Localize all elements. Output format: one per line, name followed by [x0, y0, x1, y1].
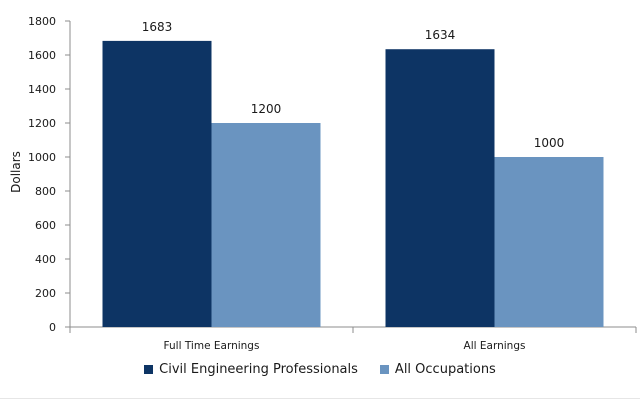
y-tick-label: 1400 — [28, 83, 56, 96]
y-tick-label: 600 — [35, 219, 56, 232]
legend-swatch-civil-engineering — [144, 365, 154, 374]
x-tick-label: All Earnings — [464, 340, 526, 352]
legend: Civil Engineering Professionals All Occu… — [0, 362, 640, 377]
y-tick-label: 0 — [49, 321, 56, 334]
legend-swatch-all-occupations — [379, 365, 389, 374]
bar — [385, 49, 495, 327]
legend-item-civil-engineering: Civil Engineering Professionals — [144, 362, 358, 377]
data-labels: 1683 1200 1634 1000 — [142, 20, 565, 150]
legend-label-all-occupations: All Occupations — [394, 362, 496, 377]
y-tick-label: 1000 — [28, 151, 56, 164]
y-tick-label: 800 — [35, 185, 56, 198]
bar — [494, 157, 604, 327]
x-tick-label: Full Time Earnings — [164, 340, 260, 352]
y-tick-label: 1600 — [28, 49, 56, 62]
bar-chart: Dollars 0 200 400 600 800 1000 1200 1400 1600 180… — [9, 15, 637, 352]
axes: 0 200 400 600 800 1000 1200 1400 1600 1800 Full Ti… — [28, 15, 637, 352]
data-label: 1683 — [142, 20, 173, 34]
y-axis-label: Dollars — [9, 151, 23, 193]
y-tick-label: 200 — [35, 287, 56, 300]
y-tick-label: 1800 — [28, 15, 56, 28]
bar — [211, 123, 321, 327]
legend-label-civil-engineering: Civil Engineering Professionals — [159, 362, 358, 377]
data-label: 1200 — [251, 102, 282, 116]
data-label: 1634 — [425, 28, 456, 42]
bottom-rule — [0, 398, 640, 399]
data-label: 1000 — [534, 136, 565, 150]
bar — [102, 40, 212, 327]
y-tick-label: 400 — [35, 253, 56, 266]
bars — [102, 40, 604, 327]
legend-item-all-occupations: All Occupations — [379, 362, 496, 377]
y-tick-label: 1200 — [28, 117, 56, 130]
